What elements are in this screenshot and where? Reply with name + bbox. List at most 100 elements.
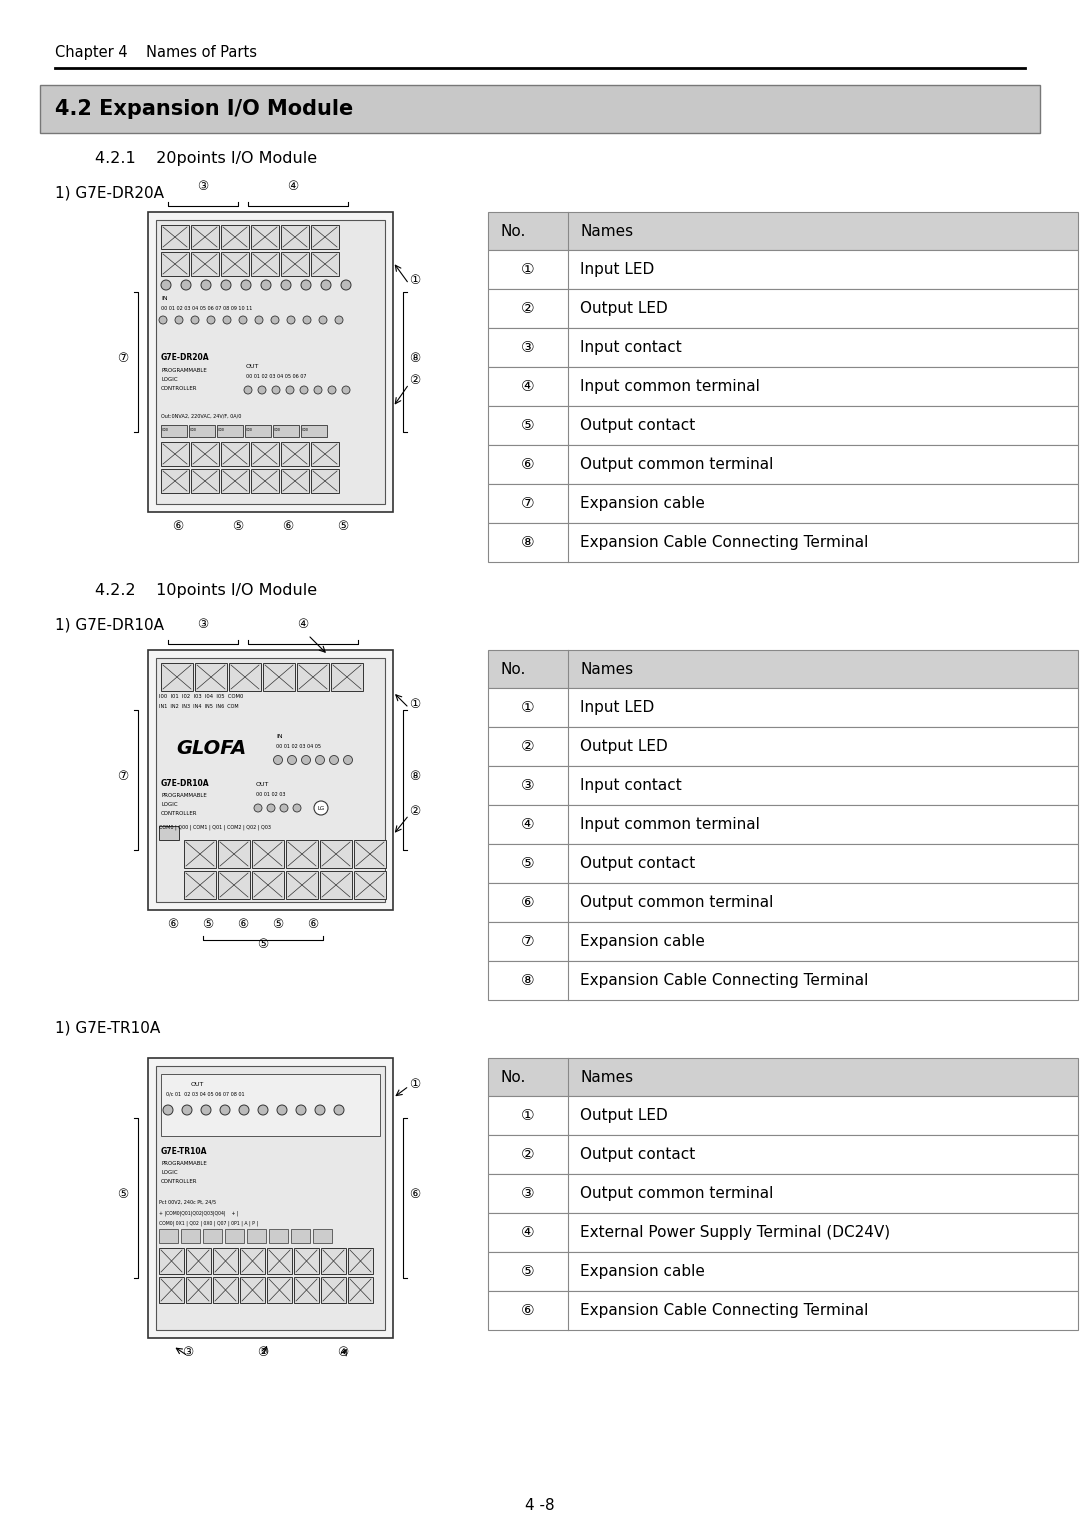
- Circle shape: [342, 387, 350, 394]
- Text: Expansion Cable Connecting Terminal: Expansion Cable Connecting Terminal: [580, 1303, 868, 1319]
- Text: IN: IN: [161, 296, 167, 301]
- FancyBboxPatch shape: [251, 225, 279, 249]
- FancyBboxPatch shape: [488, 688, 1078, 727]
- FancyBboxPatch shape: [320, 871, 352, 898]
- Text: IN1  IN2  IN3  IN4  IN5  IN6  COM: IN1 IN2 IN3 IN4 IN5 IN6 COM: [159, 704, 239, 709]
- Circle shape: [301, 280, 311, 290]
- FancyBboxPatch shape: [252, 871, 284, 898]
- FancyBboxPatch shape: [488, 883, 1078, 921]
- Circle shape: [286, 387, 294, 394]
- Text: ⑤: ⑤: [272, 918, 284, 931]
- FancyBboxPatch shape: [354, 840, 386, 868]
- Text: ④: ④: [287, 180, 299, 193]
- Text: OUT: OUT: [256, 782, 269, 787]
- FancyBboxPatch shape: [191, 252, 219, 277]
- FancyBboxPatch shape: [221, 225, 249, 249]
- FancyBboxPatch shape: [213, 1248, 238, 1274]
- Text: 00 01 02 03 04 05 06 07: 00 01 02 03 04 05 06 07: [246, 374, 307, 379]
- Text: ④: ④: [337, 1346, 349, 1358]
- Text: C00: C00: [190, 428, 197, 432]
- Text: Expansion cable: Expansion cable: [580, 497, 705, 510]
- Circle shape: [303, 316, 311, 324]
- FancyBboxPatch shape: [488, 1213, 1078, 1251]
- FancyBboxPatch shape: [213, 1277, 238, 1303]
- Text: ②: ②: [409, 374, 420, 387]
- Text: Input common terminal: Input common terminal: [580, 379, 760, 394]
- Circle shape: [328, 387, 336, 394]
- Text: Expansion Cable Connecting Terminal: Expansion Cable Connecting Terminal: [580, 973, 868, 989]
- Text: ③: ③: [183, 1346, 193, 1358]
- Text: ①: ①: [522, 261, 535, 277]
- Text: ⑦: ⑦: [522, 497, 535, 510]
- FancyBboxPatch shape: [488, 406, 1078, 445]
- Circle shape: [220, 1105, 230, 1115]
- FancyBboxPatch shape: [184, 871, 216, 898]
- Circle shape: [314, 801, 328, 814]
- Text: Out:0NVA2, 220VAC, 24V/F, 0A/0: Out:0NVA2, 220VAC, 24V/F, 0A/0: [161, 414, 241, 419]
- Text: LOGIC: LOGIC: [161, 802, 177, 807]
- Text: ②: ②: [257, 1346, 269, 1358]
- Circle shape: [258, 1105, 268, 1115]
- Circle shape: [343, 755, 352, 764]
- FancyBboxPatch shape: [311, 442, 339, 466]
- FancyBboxPatch shape: [161, 469, 189, 494]
- Text: ①: ①: [522, 700, 535, 715]
- Text: 00 01 02 03 04 05: 00 01 02 03 04 05: [276, 744, 321, 749]
- Text: C00: C00: [218, 428, 225, 432]
- FancyBboxPatch shape: [264, 663, 295, 691]
- Text: ⑤: ⑤: [232, 520, 244, 533]
- Circle shape: [258, 387, 266, 394]
- Text: ⑥: ⑥: [167, 918, 178, 931]
- Circle shape: [272, 387, 280, 394]
- FancyBboxPatch shape: [294, 1248, 319, 1274]
- FancyBboxPatch shape: [159, 1277, 184, 1303]
- Text: ⑧: ⑧: [409, 351, 420, 365]
- Text: Expansion cable: Expansion cable: [580, 1264, 705, 1279]
- FancyBboxPatch shape: [156, 220, 384, 504]
- FancyBboxPatch shape: [161, 1074, 380, 1135]
- FancyBboxPatch shape: [488, 921, 1078, 961]
- Text: ⑥: ⑥: [173, 520, 184, 533]
- Text: LG: LG: [318, 805, 325, 810]
- FancyBboxPatch shape: [311, 469, 339, 494]
- Text: Input LED: Input LED: [580, 261, 654, 277]
- Circle shape: [201, 1105, 211, 1115]
- FancyBboxPatch shape: [186, 1277, 211, 1303]
- Text: Output common terminal: Output common terminal: [580, 895, 773, 911]
- Text: C00: C00: [274, 428, 281, 432]
- Text: ①: ①: [409, 1077, 420, 1091]
- FancyBboxPatch shape: [217, 425, 243, 437]
- Text: ③: ③: [522, 1186, 535, 1201]
- FancyBboxPatch shape: [161, 225, 189, 249]
- Text: Input LED: Input LED: [580, 700, 654, 715]
- FancyBboxPatch shape: [186, 1248, 211, 1274]
- Text: PROGRAMMABLE: PROGRAMMABLE: [161, 368, 206, 373]
- FancyBboxPatch shape: [488, 329, 1078, 367]
- FancyBboxPatch shape: [488, 1174, 1078, 1213]
- Text: COM0| 0X1 | Q02 | 0X0 | Q07 | 0P1 | A | P |: COM0| 0X1 | Q02 | 0X0 | Q07 | 0P1 | A | …: [159, 1219, 258, 1225]
- Circle shape: [161, 280, 171, 290]
- Text: CONTROLLER: CONTROLLER: [161, 1180, 198, 1184]
- Text: ⑤: ⑤: [337, 520, 349, 533]
- Text: ⑤: ⑤: [257, 938, 269, 950]
- FancyBboxPatch shape: [267, 1277, 292, 1303]
- FancyBboxPatch shape: [240, 1248, 265, 1274]
- FancyBboxPatch shape: [156, 1067, 384, 1329]
- Circle shape: [241, 280, 251, 290]
- FancyBboxPatch shape: [286, 871, 318, 898]
- Circle shape: [221, 280, 231, 290]
- FancyBboxPatch shape: [159, 1229, 178, 1242]
- FancyBboxPatch shape: [301, 425, 327, 437]
- FancyBboxPatch shape: [488, 1291, 1078, 1329]
- FancyBboxPatch shape: [281, 442, 309, 466]
- FancyBboxPatch shape: [225, 1229, 244, 1242]
- Circle shape: [254, 804, 262, 811]
- Text: ⑧: ⑧: [522, 973, 535, 989]
- FancyBboxPatch shape: [159, 827, 179, 840]
- Text: + |COM0|Q01|Q02|Q03|Q04|    + |: + |COM0|Q01|Q02|Q03|Q04| + |: [159, 1210, 239, 1215]
- FancyBboxPatch shape: [267, 1248, 292, 1274]
- Circle shape: [315, 755, 324, 764]
- Text: I00  I01  I02  I03  I04  I05  COM0: I00 I01 I02 I03 I04 I05 COM0: [159, 694, 243, 698]
- FancyBboxPatch shape: [281, 225, 309, 249]
- Text: ⑦: ⑦: [522, 934, 535, 949]
